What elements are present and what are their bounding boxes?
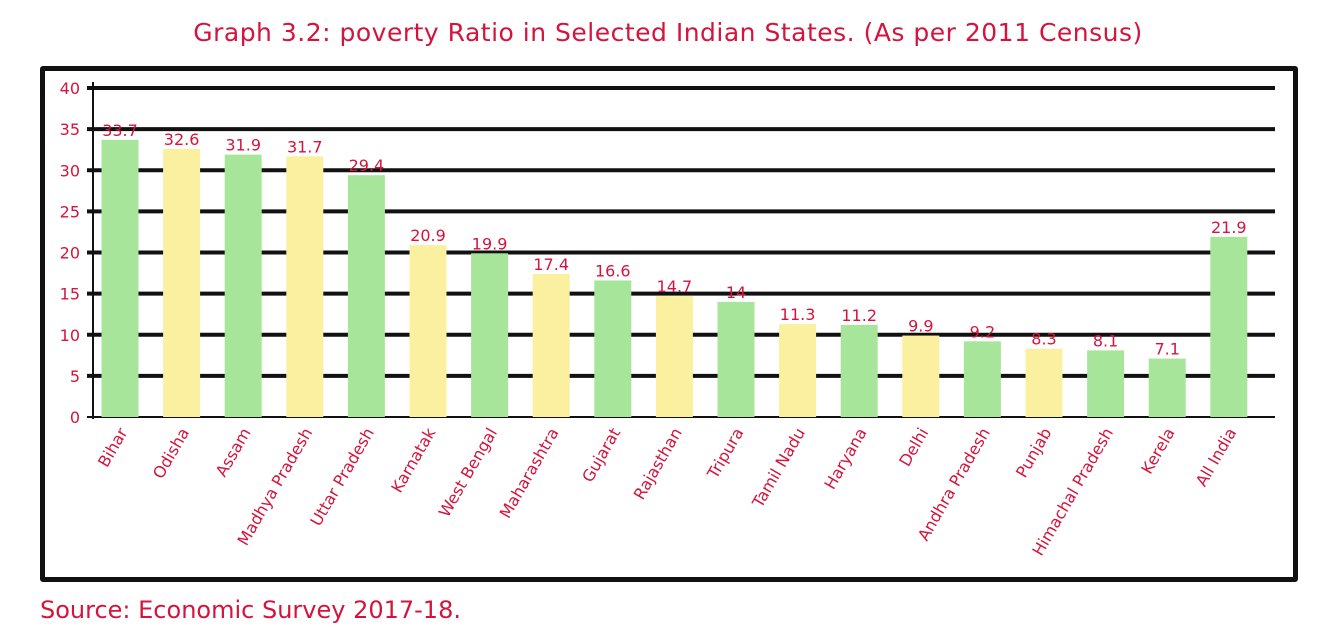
bar — [717, 301, 755, 417]
x-tick-label: Tripura — [703, 425, 748, 483]
value-label: 17.4 — [533, 255, 569, 274]
value-label: 9.9 — [908, 317, 933, 336]
value-label: 31.9 — [225, 136, 261, 155]
x-tick-label: Delhi — [895, 425, 932, 470]
x-tick-label: All India — [1192, 425, 1241, 490]
bar — [779, 324, 817, 417]
x-tick-label: Rajasthan — [630, 425, 686, 503]
y-tick-label: 30 — [60, 161, 80, 180]
y-tick-label: 35 — [60, 120, 80, 139]
bar — [101, 139, 139, 417]
y-tick-label: 0 — [70, 408, 80, 427]
x-tick-label: Haryana — [820, 425, 870, 493]
x-tick-label: Maharashtra — [496, 425, 563, 522]
bar — [1087, 350, 1125, 417]
x-tick-label: West Bengal — [435, 424, 501, 520]
bar — [286, 156, 324, 417]
bar — [471, 253, 509, 417]
value-label: 20.9 — [410, 226, 446, 245]
bar — [963, 341, 1001, 417]
x-tick-label: Gujarat — [578, 425, 624, 486]
y-tick-label: 25 — [60, 202, 80, 221]
bar — [532, 273, 570, 417]
x-tick-label: Bihar — [94, 424, 132, 470]
x-tick-label: Punjab — [1012, 425, 1055, 481]
chart-title: Graph 3.2: poverty Ratio in Selected Ind… — [193, 18, 1143, 47]
value-label: 14.7 — [657, 277, 693, 296]
chart-frame — [40, 66, 1298, 582]
y-tick-label: 5 — [70, 367, 80, 386]
value-label: 8.3 — [1031, 330, 1056, 349]
x-tick-label: Uttar Pradesh — [306, 425, 377, 530]
value-label: 14 — [726, 283, 746, 302]
x-tick-label: Odisha — [149, 425, 193, 483]
y-tick-label: 10 — [60, 326, 80, 345]
value-label: 11.2 — [841, 306, 877, 325]
y-tick-label: 20 — [60, 244, 80, 263]
y-tick-label: 15 — [60, 285, 80, 304]
y-tick-label: 40 — [60, 79, 80, 98]
value-label: 7.1 — [1154, 340, 1179, 359]
value-label: 8.1 — [1093, 331, 1118, 350]
value-label: 33.7 — [102, 121, 138, 140]
value-label: 11.3 — [780, 305, 816, 324]
x-tick-label: Karnatak — [387, 424, 440, 496]
value-label: 19.9 — [472, 234, 508, 253]
value-label: 31.7 — [287, 137, 323, 156]
bar — [840, 324, 878, 417]
value-label: 32.6 — [164, 130, 200, 149]
bar — [224, 154, 262, 417]
bar — [409, 245, 447, 417]
value-label: 16.6 — [595, 261, 631, 280]
bar — [163, 148, 201, 418]
value-label: 21.9 — [1211, 218, 1247, 237]
bar — [594, 280, 632, 417]
bar — [655, 296, 693, 417]
bar — [347, 175, 385, 417]
x-tick-label: Assam — [212, 425, 255, 480]
value-label: 29.4 — [349, 156, 385, 175]
bar — [1210, 236, 1248, 417]
value-label: 9.2 — [970, 322, 995, 341]
x-tick-label: Kerela — [1137, 425, 1178, 478]
bar — [1148, 358, 1186, 417]
source-note: Source: Economic Survey 2017-18. — [40, 596, 461, 624]
x-tick-label: Tamil Nadu — [748, 425, 809, 512]
bar — [1025, 348, 1063, 417]
bar — [902, 335, 940, 417]
